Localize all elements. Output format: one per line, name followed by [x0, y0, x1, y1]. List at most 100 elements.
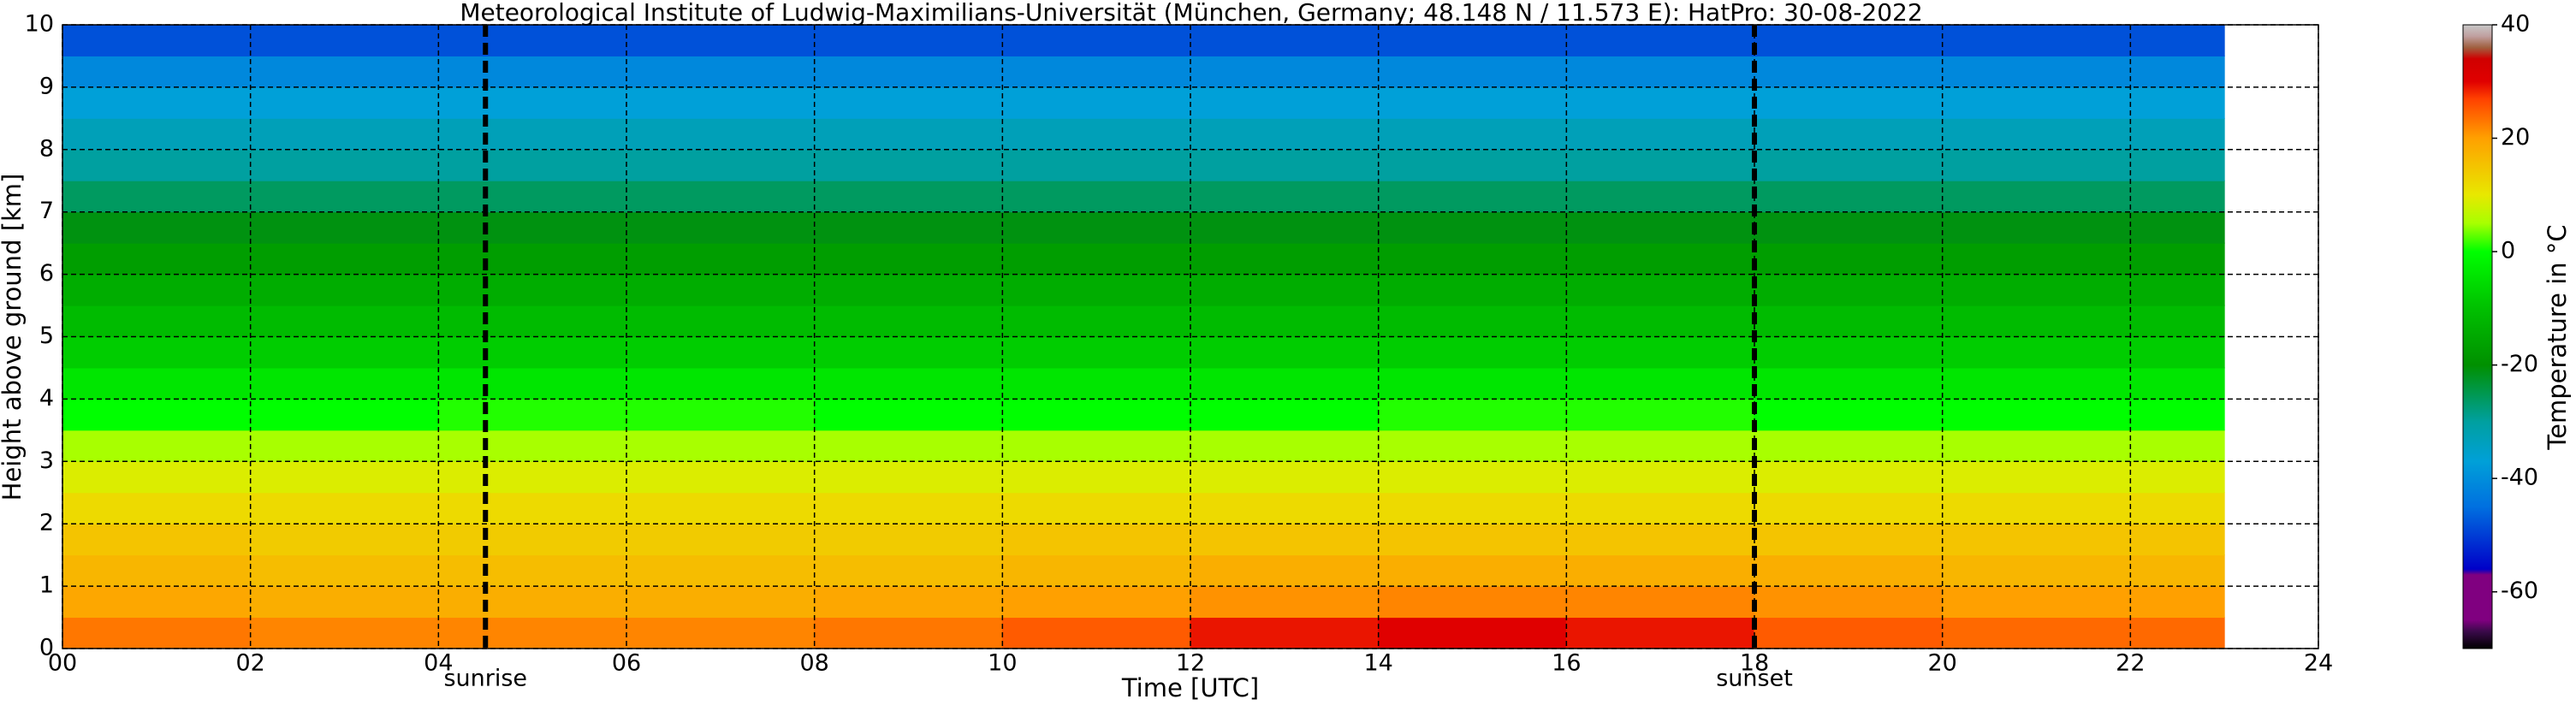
heat-cell [626, 55, 816, 88]
heat-cell [62, 86, 252, 119]
heat-cell [1001, 242, 1191, 275]
heat-cell [1001, 554, 1191, 587]
heat-cell [1001, 180, 1191, 213]
heat-cell [2129, 305, 2225, 337]
heat-cell [814, 617, 1003, 649]
y-tick-label: 3 [39, 447, 54, 474]
heat-cell [1001, 86, 1191, 119]
heat-cell [437, 367, 627, 400]
heat-cell [1001, 149, 1191, 181]
heat-cell [1942, 211, 2131, 244]
heat-cell [437, 430, 627, 462]
heat-cell [437, 336, 627, 369]
heat-cell [1754, 430, 1944, 462]
colorbar-tick-label: -20 [2501, 351, 2538, 377]
heat-cell [62, 585, 252, 619]
heat-cell [1565, 367, 1755, 400]
heat-cell [626, 460, 816, 494]
heat-cell [1942, 523, 2131, 556]
heat-cell [1754, 554, 1944, 587]
heat-cell [1378, 305, 1567, 337]
heat-cell [250, 398, 439, 431]
heat-cell [250, 305, 439, 337]
heat-cell [1190, 492, 1380, 524]
heat-cell [2129, 398, 2225, 431]
heat-cell [1754, 367, 1944, 400]
heat-cell [1378, 460, 1567, 494]
heat-cell [2129, 336, 2225, 369]
heat-cell [62, 398, 252, 431]
heat-cell [1001, 430, 1191, 462]
heat-cell [626, 585, 816, 619]
heat-cell [1190, 430, 1380, 462]
heat-cell [626, 554, 816, 587]
x-tick-label: 02 [235, 650, 264, 677]
heat-cell [1001, 117, 1191, 151]
heat-cell [437, 305, 627, 337]
heat-cell [437, 86, 627, 119]
heat-cell [1754, 398, 1944, 431]
heat-cell [1190, 305, 1380, 337]
y-axis-label: Height above ground [km] [0, 174, 27, 501]
heat-cell [2129, 367, 2225, 400]
heat-cell [626, 274, 816, 306]
heat-cell [1565, 211, 1755, 244]
heat-cell [814, 274, 1003, 306]
heat-cell [814, 86, 1003, 119]
heat-cell [2129, 117, 2225, 151]
heat-cell [814, 242, 1003, 275]
heat-cell [626, 242, 816, 275]
heat-cell [1942, 367, 2131, 400]
heat-cell [2129, 149, 2225, 181]
colorbar-tick-label: 40 [2501, 11, 2530, 38]
heat-cell [437, 274, 627, 306]
heat-cell [1565, 24, 1755, 56]
heat-cell [62, 305, 252, 337]
heat-cell [1001, 460, 1191, 494]
heat-cell [1754, 274, 1944, 306]
heat-cell [1942, 117, 2131, 151]
heat-cell [626, 24, 816, 56]
heat-cell [1378, 86, 1567, 119]
x-tick-label: 06 [612, 650, 641, 677]
heat-cell [1378, 336, 1567, 369]
heat-cell [2129, 24, 2225, 56]
heat-cell [814, 336, 1003, 369]
heat-cell [1190, 274, 1380, 306]
heat-cell [1378, 211, 1567, 244]
heat-cell [1565, 55, 1755, 88]
heat-cell [1378, 585, 1567, 619]
y-tick-label: 4 [39, 385, 54, 412]
heat-cell [1565, 117, 1755, 151]
heat-cell [2129, 180, 2225, 213]
colorbar-tick-label: 20 [2501, 124, 2530, 151]
heat-cell [814, 585, 1003, 619]
heat-cell [2129, 554, 2225, 587]
heat-cell [1754, 585, 1944, 619]
heat-cell [1754, 117, 1944, 151]
x-tick-label: 24 [2304, 650, 2333, 677]
heat-cell [2129, 492, 2225, 524]
heat-cell [1754, 617, 1944, 649]
heat-cell [1190, 86, 1380, 119]
y-tick-label: 9 [39, 73, 54, 99]
heat-cell [626, 305, 816, 337]
heat-cell [250, 492, 439, 524]
heat-cell [1754, 305, 1944, 337]
heat-cell [250, 117, 439, 151]
heat-cell [1190, 460, 1380, 494]
heat-cell [62, 617, 252, 649]
plot-frame [62, 24, 2319, 649]
heat-cell [1942, 305, 2131, 337]
y-tick-label: 10 [25, 11, 54, 38]
heat-cell [1942, 585, 2131, 619]
heat-cell [1378, 523, 1567, 556]
heat-cell [626, 492, 816, 524]
heat-cell [1942, 55, 2131, 88]
heat-cell [1754, 242, 1944, 275]
x-tick-label: 20 [1927, 650, 1956, 677]
heat-cell [1942, 336, 2131, 369]
heat-cell [437, 24, 627, 56]
heat-cell [250, 242, 439, 275]
heat-cell [437, 211, 627, 244]
